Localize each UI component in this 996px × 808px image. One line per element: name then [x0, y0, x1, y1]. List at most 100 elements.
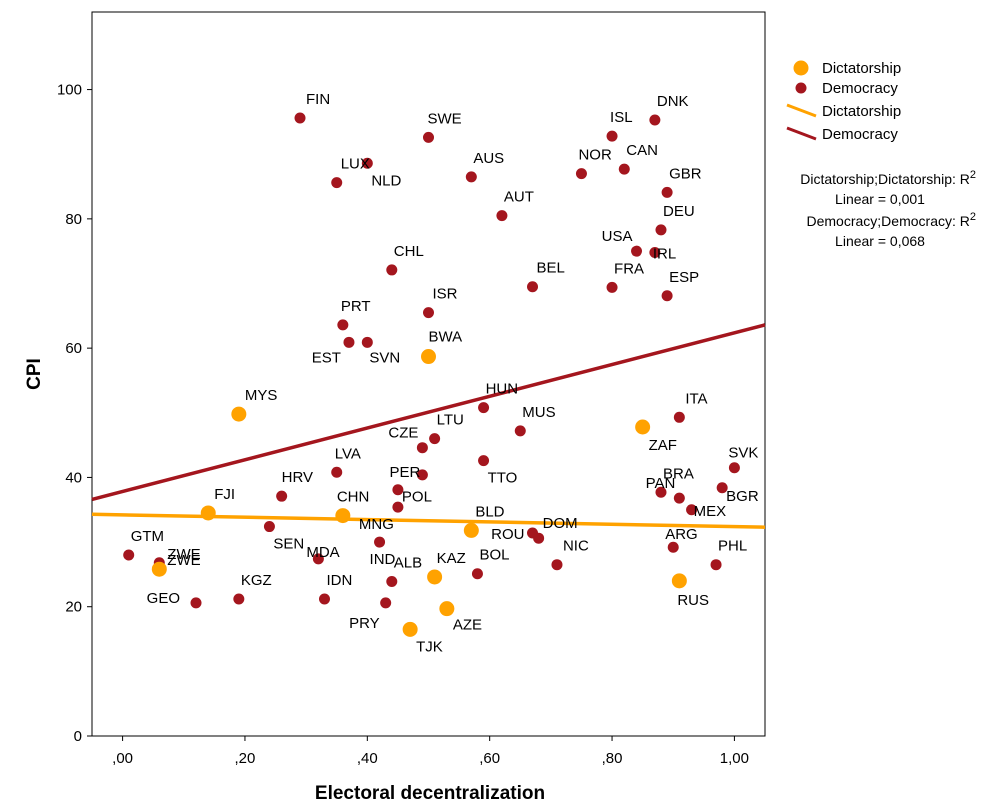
r-squared-notes: Dictatorship;Dictatorship: R2 Linear = 0,…: [800, 169, 976, 249]
point-dictatorship-rus: [671, 573, 687, 589]
point-democracy-deu: [655, 224, 667, 236]
x-tick-label: 1,00: [720, 750, 749, 767]
point-label: ROU: [491, 526, 524, 543]
point-democracy-kgz: [233, 593, 245, 605]
point-democracy-gtm: [123, 549, 135, 561]
point-label: KGZ: [241, 572, 272, 589]
point-democracy-est: [343, 336, 355, 348]
point-label: IDN: [326, 572, 352, 589]
point-label: ISL: [610, 109, 633, 126]
point-democracy-ind: [374, 536, 386, 548]
point-label: KAZ: [437, 550, 466, 567]
point-dictatorship-fji: [200, 505, 216, 521]
point-democracy-ita: [673, 411, 685, 423]
point-democracy-fin: [294, 112, 306, 124]
point-democracy-mda: [312, 553, 324, 565]
legend-label: Dictatorship: [822, 103, 901, 120]
y-tick-label: 0: [74, 728, 82, 745]
point-label: MNG: [359, 516, 394, 533]
data-points: [123, 112, 740, 637]
point-label: TTO: [488, 470, 518, 487]
point-label: ZAF: [649, 437, 677, 454]
point-dictatorship-zaf: [635, 419, 651, 435]
point-dictatorship-zwe: [151, 561, 167, 577]
point-democracy-bra: [655, 486, 667, 498]
point-democracy-ltu: [429, 433, 441, 445]
point-label: HRV: [282, 469, 313, 486]
point-democracy-mus: [514, 425, 526, 437]
point-label: LTU: [437, 412, 464, 429]
point-democracy-sen: [263, 521, 275, 533]
point-dictatorship-kaz: [427, 569, 443, 585]
point-label: PRT: [341, 298, 371, 315]
point-label: BOL: [479, 547, 509, 564]
point-label: MDA: [306, 544, 339, 561]
point-label: MEX: [694, 503, 727, 520]
legend: Dictatorship Democracy Dictatorship Democra…: [786, 60, 901, 143]
point-label: CAN: [626, 142, 658, 159]
legend-line-democracy: [786, 126, 817, 141]
legend-marker-dictatorship: [793, 60, 809, 76]
point-democracy-dnk: [649, 114, 661, 126]
point-democracy-esp: [661, 290, 673, 302]
point-democracy-swe: [423, 131, 434, 143]
point-label: DNK: [657, 93, 689, 110]
point-label: LVA: [335, 445, 361, 462]
point-dictatorship-bld: [463, 522, 479, 538]
point-label: TJK: [416, 638, 443, 655]
point-label: ISR: [433, 286, 458, 303]
point-label: AUS: [473, 150, 504, 167]
point-dictatorship-mys: [231, 406, 247, 422]
point-democracy-per: [416, 469, 428, 481]
point-label: GEO: [147, 590, 180, 607]
point-label: RUS: [677, 592, 709, 609]
y-tick-label: 60: [65, 340, 82, 357]
r-squared-value: Linear = 0,068: [835, 233, 925, 249]
point-democracy-aut: [496, 210, 508, 222]
point-democracy-prt: [337, 319, 349, 331]
point-democracy-arg: [667, 541, 679, 553]
point-democracy-pan: [673, 492, 685, 504]
point-label: NIC: [563, 538, 589, 555]
point-label: CZE: [388, 425, 418, 442]
point-label: ZWE: [167, 552, 200, 569]
x-axis: ,00 ,20 ,40 ,60 ,80 1,00: [112, 736, 749, 767]
point-label: AZE: [453, 617, 482, 634]
point-label: BGR: [726, 488, 759, 505]
x-tick-label: ,80: [602, 750, 623, 767]
point-label: LUX: [341, 156, 370, 173]
point-democracy-phl: [710, 559, 722, 571]
point-democracy-geo: [190, 597, 202, 609]
point-label: SEN: [273, 536, 304, 553]
point-democracy-mex: [686, 504, 698, 516]
point-democracy-isl: [606, 130, 618, 142]
y-tick-label: 80: [65, 211, 82, 228]
point-democracy-bgr: [716, 482, 728, 494]
r-squared-label: Democracy;Democracy: R2: [807, 211, 977, 229]
legend-label: Dictatorship: [822, 60, 901, 77]
point-democracy-cze: [416, 442, 428, 454]
point-label: ALB: [394, 555, 422, 572]
point-label: MYS: [245, 387, 278, 404]
point-label: CHL: [394, 243, 424, 260]
point-democracy-irl: [649, 246, 661, 258]
y-tick-label: 40: [65, 469, 82, 486]
point-label: FIN: [306, 91, 330, 108]
point-label: MUS: [522, 404, 555, 421]
point-democracy-fra: [606, 281, 618, 293]
point-dictatorship-tjk: [402, 621, 418, 637]
point-democracy-usa: [631, 245, 643, 257]
point-label: SWE: [428, 110, 462, 127]
point-democracy-gbr: [661, 186, 673, 198]
point-label: EST: [312, 349, 341, 366]
point-democracy-nic: [551, 559, 563, 571]
point-label: GTM: [131, 528, 164, 545]
point-label: USA: [602, 228, 633, 245]
point-democracy-bol: [471, 568, 483, 580]
legend-line-dictatorship: [786, 103, 817, 118]
point-label: AUT: [504, 189, 534, 206]
point-label: PER: [390, 464, 421, 481]
point-label: PHL: [718, 538, 747, 555]
point-label: ESP: [669, 269, 699, 286]
